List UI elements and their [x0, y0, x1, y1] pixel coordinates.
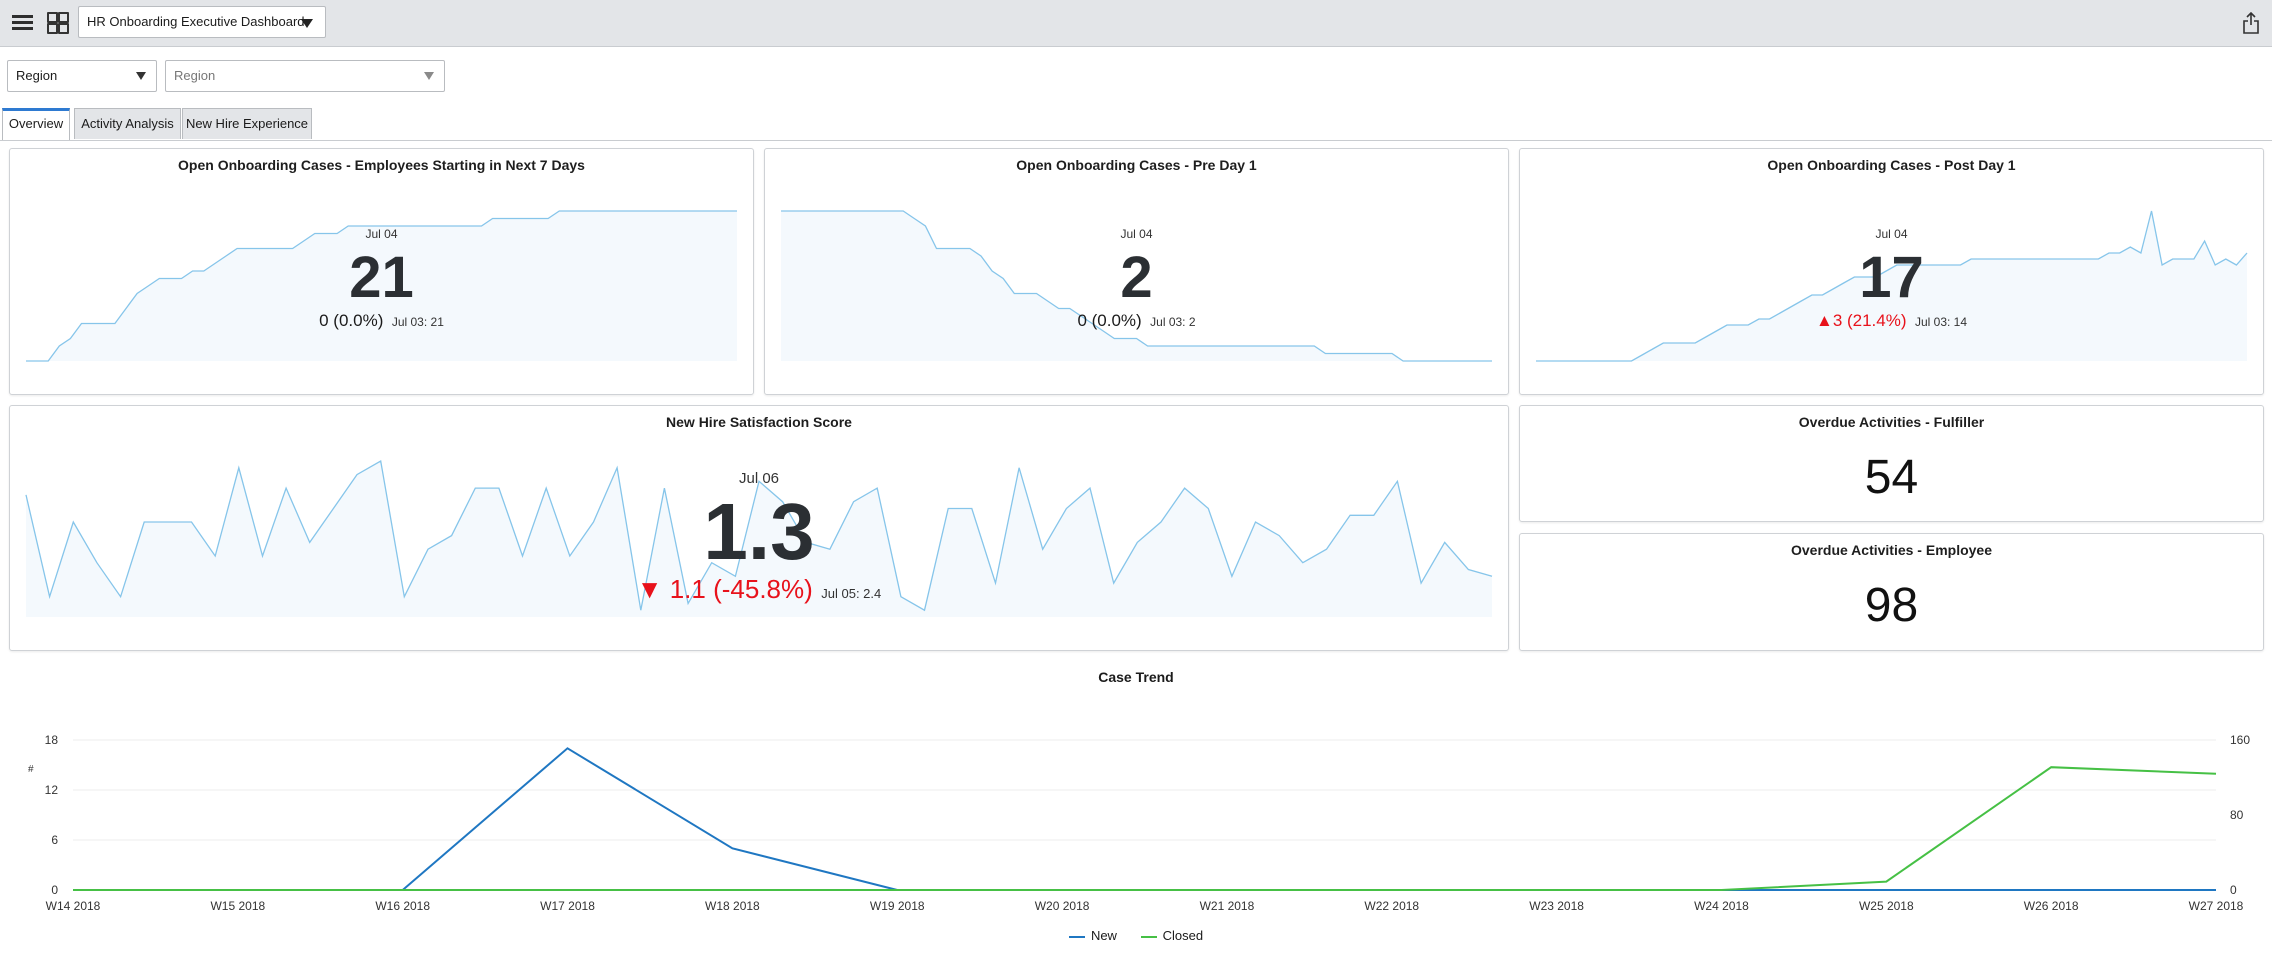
- case-trend-chart: 0 6 12 18 0 80 160 # W14 2018 W15 2018 W16 2018 W17…: [28, 733, 2250, 913]
- x-tick-label: W21 2018: [1200, 899, 1255, 913]
- kpi-value: 98: [1864, 579, 1919, 632]
- tab-activity-analysis[interactable]: Activity Analysis: [74, 108, 181, 139]
- kpi-date: Jul 04: [1875, 227, 1908, 241]
- x-tick-label: W25 2018: [1859, 899, 1914, 913]
- y2-tick-label: 0: [2230, 883, 2237, 897]
- hamburger-menu-icon[interactable]: [10, 12, 36, 34]
- kpi-value: 1.3: [703, 487, 815, 576]
- kpi-delta: 3 (21.4%): [1832, 311, 1907, 330]
- dashboard-select[interactable]: HR Onboarding Executive Dashboard: [78, 6, 326, 38]
- y2-tick-label: 80: [2230, 808, 2244, 822]
- legend-label: New: [1090, 928, 1117, 943]
- widget-next-7-days[interactable]: Open Onboarding Cases - Employees Starti…: [9, 148, 754, 395]
- kpi-previous: Jul 03: 2: [1150, 315, 1196, 329]
- chevron-down-icon: [424, 72, 434, 80]
- series-line-new[interactable]: [73, 747, 2216, 891]
- x-tick-label: W16 2018: [375, 899, 430, 913]
- x-tick-label: W14 2018: [46, 899, 101, 913]
- legend-item-new[interactable]: New: [1068, 928, 1117, 943]
- share-icon[interactable]: [2242, 12, 2260, 34]
- kpi-value: 54: [1864, 451, 1919, 504]
- widget-overdue-employee[interactable]: Overdue Activities - Employee 98: [1519, 533, 2264, 651]
- widget-title: Open Onboarding Cases - Employees Starti…: [178, 157, 585, 173]
- sparkline-area: [1536, 211, 2247, 361]
- kpi-change: 0 (0.0%) Jul 03: 2: [765, 311, 1508, 331]
- sparkline-line: [1536, 210, 2248, 362]
- y-tick-label: 12: [45, 783, 59, 797]
- case-trend-title: Case Trend: [1098, 669, 1174, 685]
- case-trend-legend: New Closed: [0, 928, 2272, 943]
- region-filter-placeholder: Region: [174, 68, 216, 83]
- sparkline-area: [26, 461, 1492, 617]
- kpi-delta: 1.1 (-45.8%): [669, 574, 813, 604]
- widget-pre-day-1[interactable]: Open Onboarding Cases - Pre Day 1 Jul 04…: [764, 148, 1509, 395]
- x-tick-label: W26 2018: [2024, 899, 2079, 913]
- region-filter-value: Region: [16, 68, 58, 83]
- region-filter-input[interactable]: Region: [165, 60, 445, 92]
- widget-title: Open Onboarding Cases - Pre Day 1: [1016, 157, 1257, 173]
- series-line-closed[interactable]: [73, 766, 2217, 891]
- y-tick-label: 6: [51, 833, 58, 847]
- kpi-date: Jul 04: [1120, 227, 1153, 241]
- sparkline-line: [26, 210, 737, 362]
- kpi-delta-up: ▲3 (21.4%): [1815, 311, 1907, 330]
- kpi-previous: Jul 03: 21: [391, 315, 444, 329]
- y2-tick-label: 160: [2230, 733, 2250, 747]
- x-tick-label: W15 2018: [210, 899, 265, 913]
- kpi-change: 0 (0.0%) Jul 03: 21: [10, 311, 753, 331]
- x-tick-label: W19 2018: [870, 899, 925, 913]
- sparkline-area: [26, 211, 737, 361]
- x-tick-label: W24 2018: [1694, 899, 1749, 913]
- legend-label: Closed: [1162, 928, 1204, 943]
- legend-swatch-closed: [1140, 935, 1157, 938]
- x-tick-label: W27 2018: [2189, 899, 2244, 913]
- sparkline-line: [781, 210, 1492, 362]
- preday1-sparkline: [781, 210, 1492, 362]
- kpi-date: Jul 06: [738, 470, 780, 487]
- kpi-value: 21: [349, 245, 414, 310]
- region-filter-select[interactable]: Region: [7, 60, 157, 92]
- legend-item-closed[interactable]: Closed: [1140, 928, 1204, 943]
- kpi-date: Jul 04: [365, 227, 398, 241]
- tab-new-hire-experience[interactable]: New Hire Experience: [182, 108, 312, 139]
- widget-title: Overdue Activities - Fulfiller: [1798, 414, 1985, 430]
- satisfaction-sparkline: [25, 459, 1493, 617]
- kpi-change: ▼ 1.1 (-45.8%) Jul 05: 2.4: [10, 574, 1508, 605]
- kpi-change: ▲3 (21.4%) Jul 03: 14: [1520, 311, 2263, 331]
- kpi-value: 17: [1859, 245, 1924, 310]
- next7-sparkline: [26, 210, 737, 362]
- tab-overview[interactable]: Overview: [2, 108, 70, 140]
- kpi-delta: 0 (0.0%): [1077, 311, 1142, 330]
- kpi-delta-down: ▼ 1.1 (-45.8%): [636, 574, 813, 604]
- kpi-value: 2: [1120, 245, 1153, 310]
- widget-title: Open Onboarding Cases - Post Day 1: [1767, 157, 2016, 173]
- kpi-previous: Jul 03: 14: [1914, 315, 1968, 329]
- x-tick-label: W20 2018: [1035, 899, 1090, 913]
- x-tick-label: W18 2018: [705, 899, 760, 913]
- tab-bar: Overview Activity Analysis New Hire Expe…: [0, 108, 2272, 141]
- widget-overdue-fulfiller[interactable]: Overdue Activities - Fulfiller 54: [1519, 405, 2264, 522]
- kpi-previous: Jul 05: 2.4: [821, 586, 882, 601]
- widget-new-hire-satisfaction[interactable]: New Hire Satisfaction Score Jul 06 1.3 ▼…: [9, 405, 1509, 651]
- x-tick-label: W23 2018: [1529, 899, 1584, 913]
- dashboard-select-label: HR Onboarding Executive Dashboard: [87, 14, 305, 29]
- y-tick-label: 18: [45, 733, 59, 747]
- y-axis-label: #: [28, 764, 34, 775]
- widget-title: Overdue Activities - Employee: [1791, 542, 1992, 558]
- legend-swatch-new: [1068, 935, 1085, 938]
- chevron-down-icon: [136, 72, 146, 80]
- chevron-down-icon: [301, 19, 313, 28]
- kpi-delta: 0 (0.0%): [319, 311, 384, 330]
- postday1-sparkline: [1536, 210, 2248, 362]
- x-tick-label: W17 2018: [540, 899, 595, 913]
- widget-post-day-1[interactable]: Open Onboarding Cases - Post Day 1 Jul 0…: [1519, 148, 2264, 395]
- x-tick-label: W22 2018: [1364, 899, 1419, 913]
- dashboard-grid-icon[interactable]: [47, 12, 69, 34]
- sparkline-line: [25, 459, 1493, 612]
- y-tick-label: 0: [51, 883, 58, 897]
- widget-title: New Hire Satisfaction Score: [666, 414, 852, 430]
- top-bar: HR Onboarding Executive Dashboard: [0, 0, 2272, 47]
